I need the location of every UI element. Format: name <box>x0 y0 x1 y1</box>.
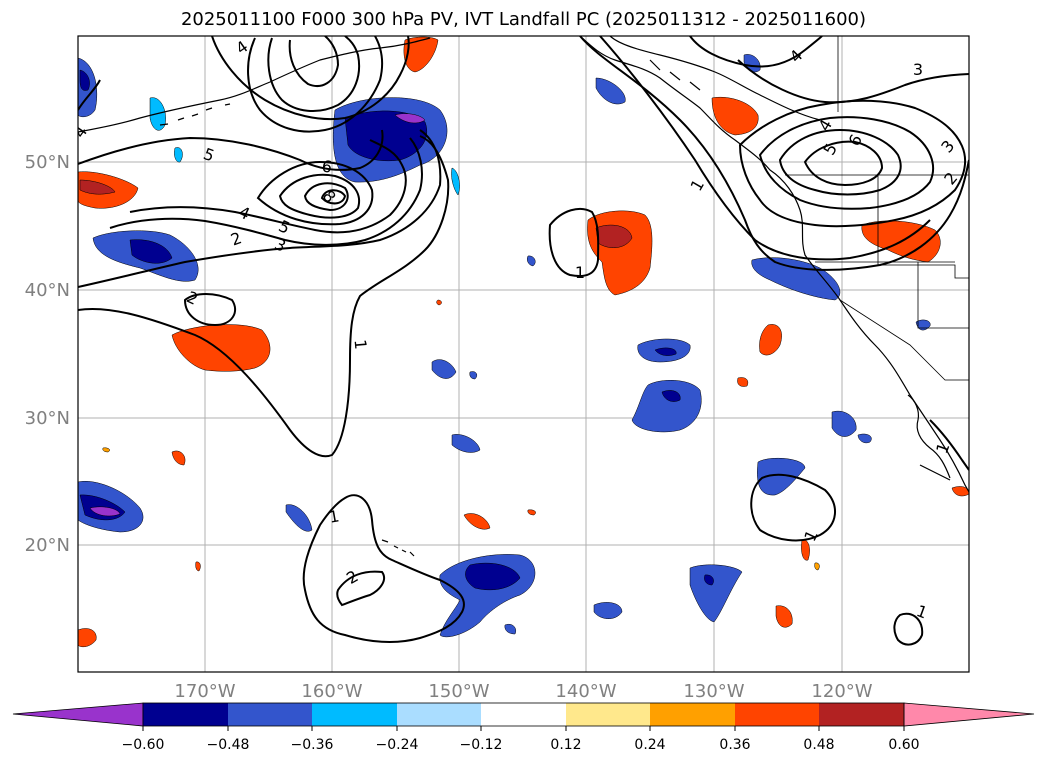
contour-west-low-1 <box>78 135 450 458</box>
pv-positive-anomalies <box>78 36 969 648</box>
contour-label: 4 <box>786 46 807 67</box>
colorbar-segment <box>397 703 481 726</box>
lon-tick-labels: 170°W 160°W 150°W 140°W 130°W 120°W <box>174 681 872 702</box>
contour-label: 4 <box>70 122 91 141</box>
lon-tick: 160°W <box>301 681 362 702</box>
contour-west-low-12 <box>288 36 340 87</box>
colorbar-tick-label: 0.48 <box>803 737 834 753</box>
colorbar-tick-label: −0.60 <box>122 737 165 753</box>
contour-hawaii-small <box>336 570 386 607</box>
lat-tick: 50°N <box>25 152 70 173</box>
colorbar-extend-low <box>12 702 144 727</box>
contour-label: 1 <box>686 176 708 194</box>
lon-tick: 170°W <box>174 681 235 702</box>
contour-west-2-small <box>183 293 237 327</box>
colorbar-tick-label: −0.12 <box>460 737 503 753</box>
colorbar-segment <box>481 703 566 726</box>
contour-west-low-7 <box>278 173 360 219</box>
contour-label: 4 <box>236 202 253 224</box>
contour-west-150w-1 <box>211 36 410 121</box>
contour-ridge-7 <box>689 36 823 68</box>
pv-negative-anomalies <box>78 54 931 638</box>
contour-ridge-6 <box>803 140 884 187</box>
lon-tick: 130°W <box>683 681 744 702</box>
lon-tick: 150°W <box>428 681 489 702</box>
contour-label: 1 <box>327 506 340 526</box>
contour-west-low-5 <box>78 129 384 171</box>
map-frame <box>77 35 970 673</box>
contour-label: 3 <box>913 60 923 79</box>
colorbar-extend-high <box>903 702 1035 727</box>
hawaii-islands <box>381 539 415 557</box>
colorbar-segment <box>650 703 735 726</box>
lon-tick: 140°W <box>555 681 616 702</box>
lat-tick-labels: 50°N 40°N 30°N 20°N <box>25 152 70 556</box>
colorbar-tick-label: 0.12 <box>550 737 581 753</box>
contour-label: 5 <box>276 216 293 238</box>
contour-22n-125w <box>750 473 836 542</box>
contour-hawaii-2 <box>302 494 465 643</box>
colorbar-tick-label: 0.36 <box>719 737 750 753</box>
colorbar-segment <box>143 703 228 726</box>
colorbar-segment <box>228 703 312 726</box>
lat-tick: 20°N <box>25 535 70 556</box>
colorbar-tick-label: 0.60 <box>888 737 919 753</box>
contour-ridge-4 <box>758 116 935 210</box>
contour-ridge-2 <box>737 59 969 104</box>
contour-west-low-4 <box>129 139 407 234</box>
colorbar-tick-label: −0.36 <box>291 737 334 753</box>
contour-ridge-8 <box>599 36 931 261</box>
contour-ridge-3 <box>738 99 967 228</box>
colorbar: −0.60 −0.48 −0.36 −0.24 −0.12 0.12 0.24 … <box>12 702 1035 753</box>
contour-west-low-9 <box>320 189 347 205</box>
contour-label: 1 <box>575 263 585 282</box>
contour-west-low-3 <box>109 137 423 246</box>
contour-label: 6 <box>320 156 333 176</box>
contour-label: 1 <box>351 339 371 351</box>
colorbar-tick-label: 0.24 <box>634 737 665 753</box>
contour-west-low-6 <box>256 160 374 226</box>
pv-contours <box>78 36 969 646</box>
map-title: 2025011100 F000 300 hPa PV, IVT Landfall… <box>180 9 867 30</box>
colorbar-tick-label: −0.48 <box>207 737 250 753</box>
contour-se-coast <box>929 419 969 471</box>
pv-neg-32n-135w <box>631 380 702 433</box>
colorbar-segment <box>312 703 397 726</box>
lon-tick: 120°W <box>811 681 872 702</box>
contour-label: 1 <box>914 601 930 622</box>
colorbar-segment <box>819 703 904 726</box>
contour-14n-118w <box>893 612 924 646</box>
contour-west-low-11 <box>267 36 360 112</box>
contour-label: 2 <box>228 228 244 249</box>
contour-west-low-8 <box>303 182 349 212</box>
contour-west-low-2 <box>78 129 442 288</box>
contour-label: 3 <box>937 136 958 156</box>
contour-170w-1 <box>78 79 101 111</box>
colorbar-tick-label: −0.24 <box>376 737 419 753</box>
contour-ridge-5 <box>778 128 902 196</box>
contour-140w-1 <box>548 207 600 278</box>
colorbar-segment <box>735 703 819 726</box>
lat-tick: 30°N <box>25 408 70 429</box>
contour-label: 2 <box>343 566 361 588</box>
colorbar-segment <box>566 703 650 726</box>
lat-tick: 40°N <box>25 280 70 301</box>
contour-ridge-1 <box>579 36 969 271</box>
